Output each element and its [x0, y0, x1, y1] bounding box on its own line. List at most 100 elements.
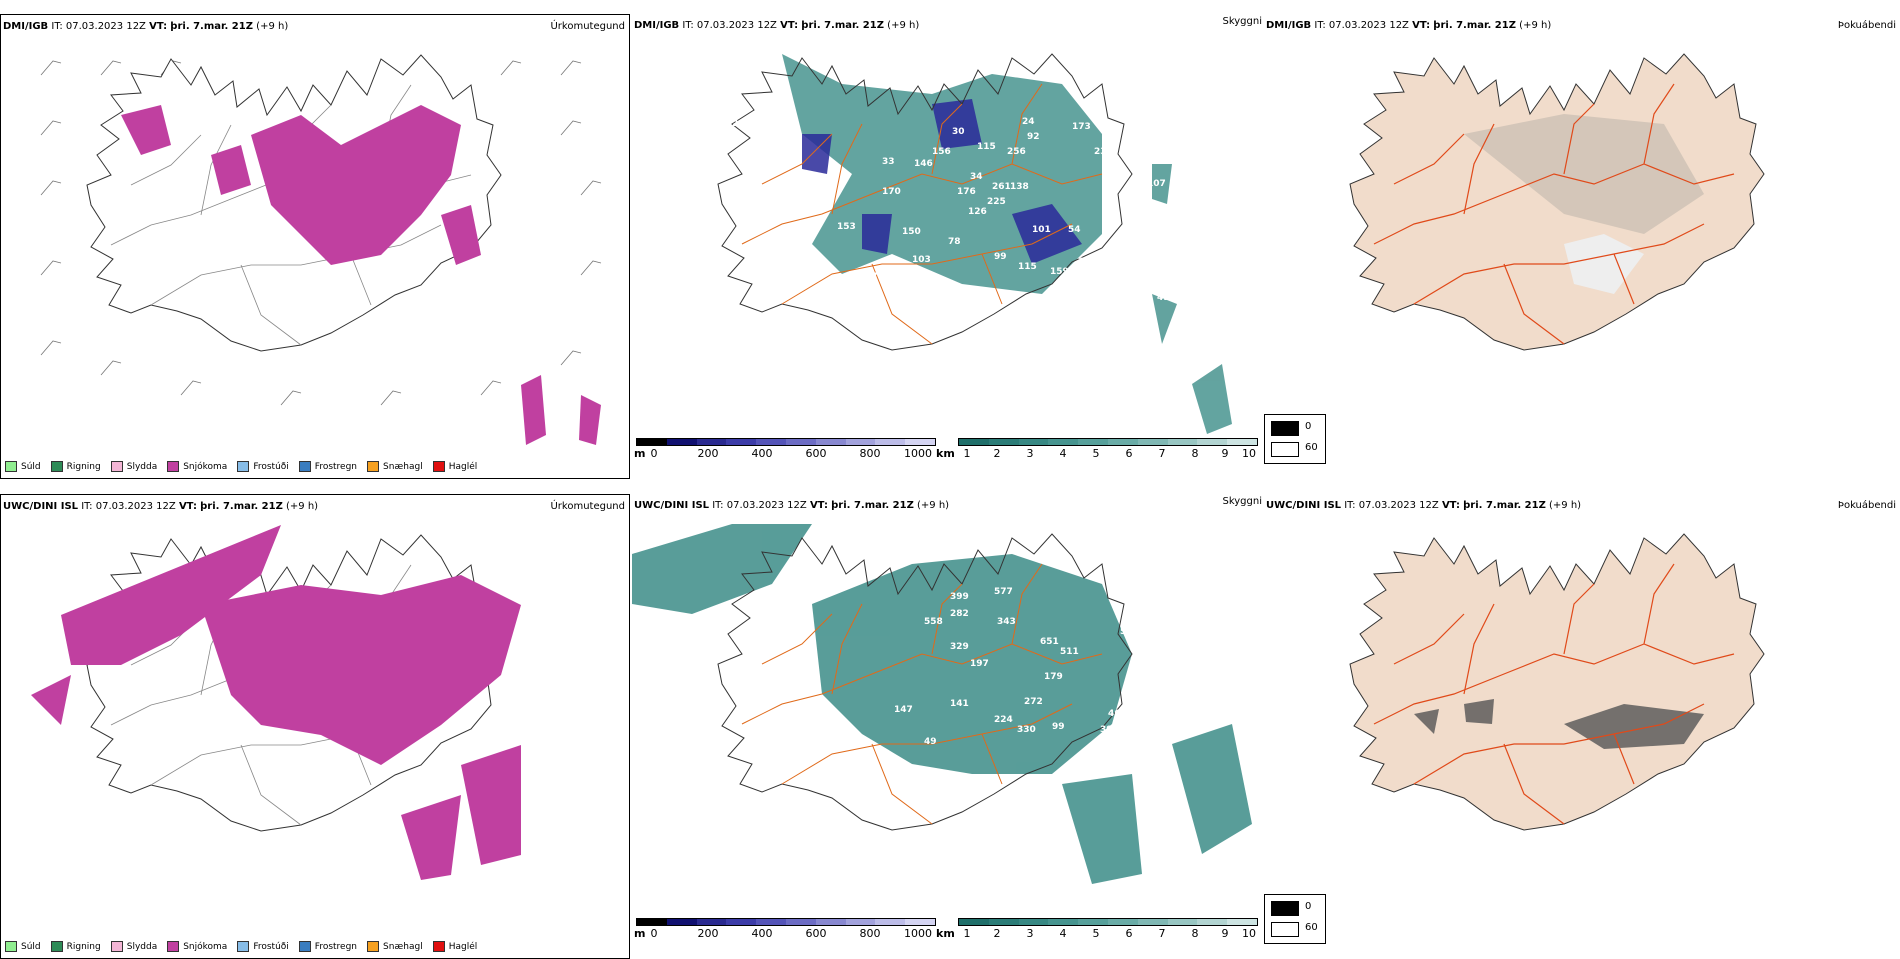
snow-areas — [121, 105, 601, 445]
value-label: 134 — [1124, 275, 1143, 285]
value-label: 138 — [1010, 182, 1029, 192]
value-label: 224 — [994, 715, 1013, 725]
value-label: 135 — [1164, 245, 1183, 255]
fog-map — [1349, 53, 1765, 351]
value-label: 99 — [1052, 722, 1065, 732]
value-label: 651 — [1040, 637, 1059, 647]
visibility-colorbar: km 1 2 3 4 5 6 7 8 9 10 — [936, 918, 1258, 940]
legend-item: Frostregn — [298, 461, 357, 472]
value-label: 170 — [882, 187, 901, 197]
precip-legend: Súld Rigning Slydda Snjókoma Frostúði Fr… — [5, 941, 477, 952]
visibility-areas — [782, 54, 1232, 434]
visibility-values: 30 115 156 24 92 256 173 33 146 34 176 2… — [732, 117, 1206, 317]
value-label: 558 — [924, 617, 943, 627]
legend-item: Súld — [5, 941, 41, 952]
value-label: 272 — [1024, 697, 1043, 707]
value-label: 197 — [970, 659, 989, 669]
visibility-panel-uwc: UWC/DINI ISL IT: 07.03.2023 12Z VT: þri.… — [632, 494, 1262, 959]
product-type-label: Úrkomutegund — [550, 501, 625, 512]
visibility-colorbar-swatches — [958, 918, 1258, 926]
value-label: 176 — [957, 187, 976, 197]
ceiling-colorbar: m 0 200 400 600 800 1000 — [634, 438, 936, 460]
value-label: 186 — [1177, 249, 1196, 259]
value-label: 330 — [1017, 725, 1036, 735]
value-label: 156 — [932, 147, 951, 157]
value-label: 329 — [950, 642, 969, 652]
legend-item: Snæhagl — [367, 941, 423, 952]
value-label: 29 — [732, 119, 745, 129]
value-label: 87 — [865, 272, 878, 282]
panel-title: DMI/IGB IT: 07.03.2023 12Z VT: þri. 7.ma… — [634, 20, 920, 31]
value-label: 30 — [952, 127, 965, 137]
value-label: 577 — [994, 587, 1013, 597]
value-label: 179 — [1044, 672, 1063, 682]
value-label: 54 — [1068, 225, 1081, 235]
value-label: 399 — [950, 592, 969, 602]
value-label: 16 — [1132, 727, 1145, 737]
value-label: 33 — [882, 157, 895, 167]
value-label: 173 — [1072, 122, 1091, 132]
visibility-panel-dmi: DMI/IGB IT: 07.03.2023 12Z VT: þri. 7.ma… — [632, 14, 1262, 479]
value-label: 126 — [968, 207, 987, 217]
legend-item: Frostúði — [237, 461, 289, 472]
value-label: 229 — [1078, 257, 1097, 267]
visibility-colorbar-swatches — [958, 438, 1258, 446]
panel-title: UWC/DINI ISL IT: 07.03.2023 12Z VT: þri.… — [1266, 500, 1582, 511]
value-label: 115 — [1018, 262, 1037, 272]
value-label: 134 — [1154, 262, 1173, 272]
legend-item: Snjókoma — [167, 941, 227, 952]
fog-dark-areas — [1414, 699, 1704, 749]
fog-map — [1349, 533, 1765, 831]
value-label: 92 — [1027, 132, 1040, 142]
value-label: 24 — [1022, 117, 1035, 127]
legend-item: Snjókoma — [167, 461, 227, 472]
ceiling-areas — [802, 99, 1082, 264]
fog-shading — [1464, 114, 1704, 234]
fog-legend: 0 60 — [1264, 414, 1326, 464]
panel-title: DMI/IGB IT: 07.03.2023 12Z VT: þri. 7.ma… — [1266, 20, 1552, 31]
value-label: 146 — [914, 159, 933, 169]
value-label: 115 — [977, 142, 996, 152]
legend-item: Rigning — [50, 461, 101, 472]
value-label: 15 — [1152, 717, 1165, 727]
value-label: 282 — [950, 609, 969, 619]
precip-legend: Súld Rigning Slydda Snjókoma Frostúði Fr… — [5, 461, 477, 472]
value-label: 157 — [1187, 222, 1206, 232]
fog-panel-uwc: UWC/DINI ISL IT: 07.03.2023 12Z VT: þri.… — [1264, 494, 1900, 959]
value-label: 225 — [987, 197, 1006, 207]
value-label: 261 — [992, 182, 1011, 192]
legend-item: Haglél — [432, 461, 477, 472]
value-label: 34 — [970, 172, 983, 182]
value-label: 349 — [1184, 307, 1203, 317]
panel-title: UWC/DINI ISL IT: 07.03.2023 12Z VT: þri.… — [634, 500, 950, 511]
product-type-label: Úrkomutegund — [550, 21, 625, 32]
legend-item: Haglél — [432, 941, 477, 952]
value-label: 598 — [1120, 627, 1139, 637]
value-label: 236 — [1094, 147, 1113, 157]
panel-title: DMI/IGB IT: 07.03.2023 12Z VT: þri. 7.ma… — [3, 21, 289, 32]
legend-item: Frostúði — [237, 941, 289, 952]
visibility-map: 30 115 156 24 92 256 173 33 146 34 176 2… — [717, 53, 1232, 434]
value-label: 343 — [997, 617, 1016, 627]
legend-item: Súld — [5, 461, 41, 472]
visibility-values: 399 577 558 282 343 329 197 651 511 598 … — [844, 587, 1183, 747]
value-label: 147 — [894, 705, 913, 715]
value-label: 49 — [1157, 293, 1170, 303]
visibility-map: 399 577 558 282 343 329 197 651 511 598 … — [632, 524, 1252, 884]
value-label: 137 — [1102, 277, 1121, 287]
legend-item: Slydda — [110, 461, 157, 472]
value-label: 49 — [924, 737, 937, 747]
value-label: 101 — [1032, 225, 1051, 235]
value-label: 141 — [950, 699, 969, 709]
value-label: 390 — [1100, 725, 1119, 735]
legend-item: Rigning — [50, 941, 101, 952]
precip-map — [31, 525, 521, 880]
value-label: 150 — [902, 227, 921, 237]
panel-title: UWC/DINI ISL IT: 07.03.2023 12Z VT: þri.… — [3, 501, 319, 512]
product-type-label: Þokuábendi — [1837, 500, 1896, 511]
value-label: 103 — [912, 255, 931, 265]
value-label: 301 — [1062, 307, 1081, 317]
precip-type-panel-dmi: DMI/IGB IT: 07.03.2023 12Z VT: þri. 7.ma… — [0, 14, 630, 479]
value-label: 464 — [1108, 709, 1127, 719]
ceiling-colorbar-swatches — [636, 918, 936, 926]
